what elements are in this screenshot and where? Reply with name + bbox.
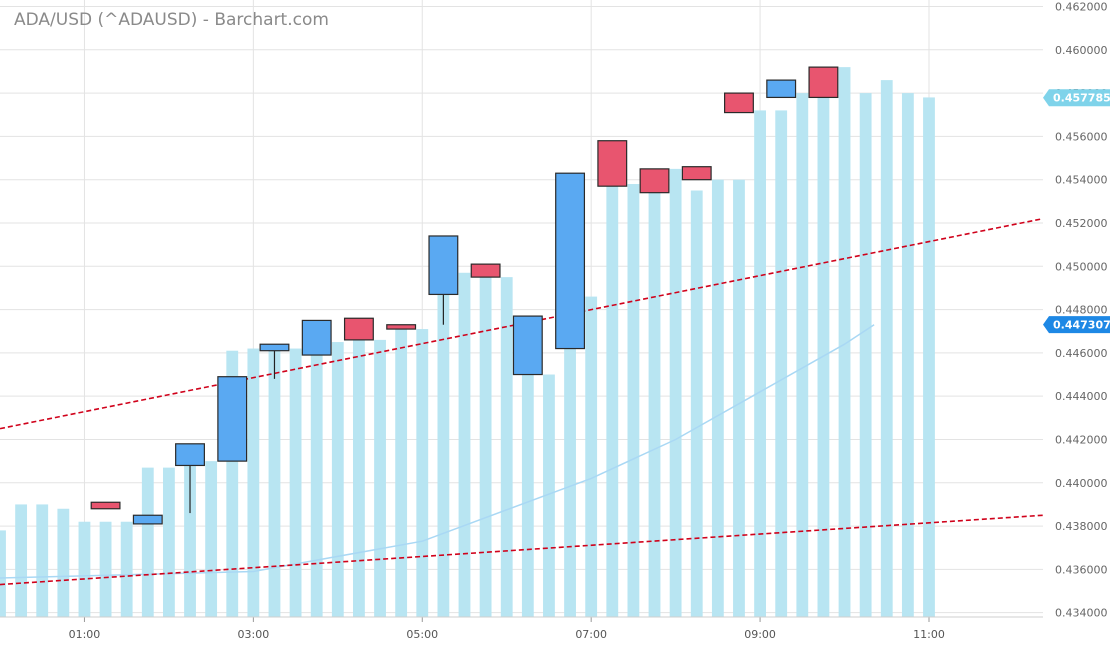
candle-body [597,140,628,187]
area-bar [458,272,471,617]
area-bar [521,374,534,617]
area-bar [901,93,914,617]
last-value-label: 0.457785 [1053,92,1110,105]
area-bar [36,504,49,617]
y-tick-label: 0.440000 [1055,477,1108,490]
area-bar [711,179,724,617]
area-bar [437,294,450,617]
last-value-badge [1043,316,1110,334]
area-bar [247,348,260,617]
x-tick-label: 01:00 [69,628,101,641]
area-bar [585,296,598,617]
area-bar [775,110,788,618]
y-tick-label: 0.452000 [1055,217,1108,230]
area-bar [923,97,935,618]
area-bar [690,190,703,618]
x-tick-label: 11:00 [913,628,945,641]
area-bar [162,467,175,617]
x-tick-label: 03:00 [238,628,270,641]
y-tick-label: 0.460000 [1055,44,1108,57]
area-bar [479,272,492,617]
last-value-badge [1043,89,1110,107]
last-value-label: 0.447307 [1053,319,1110,332]
candle-body [639,168,670,194]
candle-body [343,317,374,341]
area-bar [880,80,893,618]
area-bar [289,348,302,617]
area-bar [120,521,133,617]
area-bar [141,467,154,617]
area-bar [796,93,809,617]
y-tick-label: 0.456000 [1055,130,1108,143]
candle-body [766,79,797,99]
candle-body [428,235,459,296]
area-bar [331,342,344,617]
area-bar [0,530,6,617]
y-tick-label: 0.438000 [1055,520,1108,533]
candle-body [681,166,712,181]
y-tick-label: 0.436000 [1055,563,1108,576]
area-bar [627,184,640,617]
chart-title: ADA/USD (^ADAUSD) - Barchart.com [14,10,329,30]
x-tick-label: 09:00 [744,628,776,641]
candle-body [259,343,290,352]
area-bar [817,93,830,617]
candle-body [808,66,839,99]
candle-body [90,501,121,510]
area-bar [543,374,555,617]
area-bar [205,461,218,617]
area-bar [416,329,429,617]
area-bar [395,329,408,617]
y-tick-label: 0.450000 [1055,260,1108,273]
area-bar [184,461,196,617]
area-bar [500,277,513,617]
area-bar [57,508,70,617]
area-bar [226,350,239,617]
area-bar [78,521,91,617]
area-bar [99,521,112,617]
x-tick-label: 05:00 [406,628,438,641]
y-tick-label: 0.462000 [1055,0,1108,13]
area-bar [859,93,872,617]
candle-body [724,92,754,114]
area-bar [268,346,281,617]
area-bar [648,184,661,617]
candle-body [386,324,417,330]
trendline [0,514,1044,586]
y-tick-label: 0.434000 [1055,607,1108,620]
area-bar [606,145,619,617]
y-tick-label: 0.446000 [1055,347,1108,360]
area-bar [733,179,745,617]
area-bar [564,296,576,617]
y-tick-label: 0.454000 [1055,174,1108,187]
candle-body [301,319,332,356]
candle-body [175,443,205,467]
area-bar [353,339,365,617]
area-bar [310,342,323,617]
x-tick-label: 07:00 [575,628,607,641]
y-tick-label: 0.444000 [1055,390,1108,403]
candle-body [555,172,586,350]
area-bar [754,110,766,618]
candle-body [217,376,248,462]
area-bar [15,504,28,617]
area-bar [374,339,386,617]
candle-body [132,514,163,525]
area-bar [838,67,851,617]
y-tick-label: 0.442000 [1055,433,1108,446]
y-tick-label: 0.448000 [1055,304,1108,317]
area-bar [669,168,682,617]
candle-body [470,263,501,278]
candle-body [512,315,543,376]
